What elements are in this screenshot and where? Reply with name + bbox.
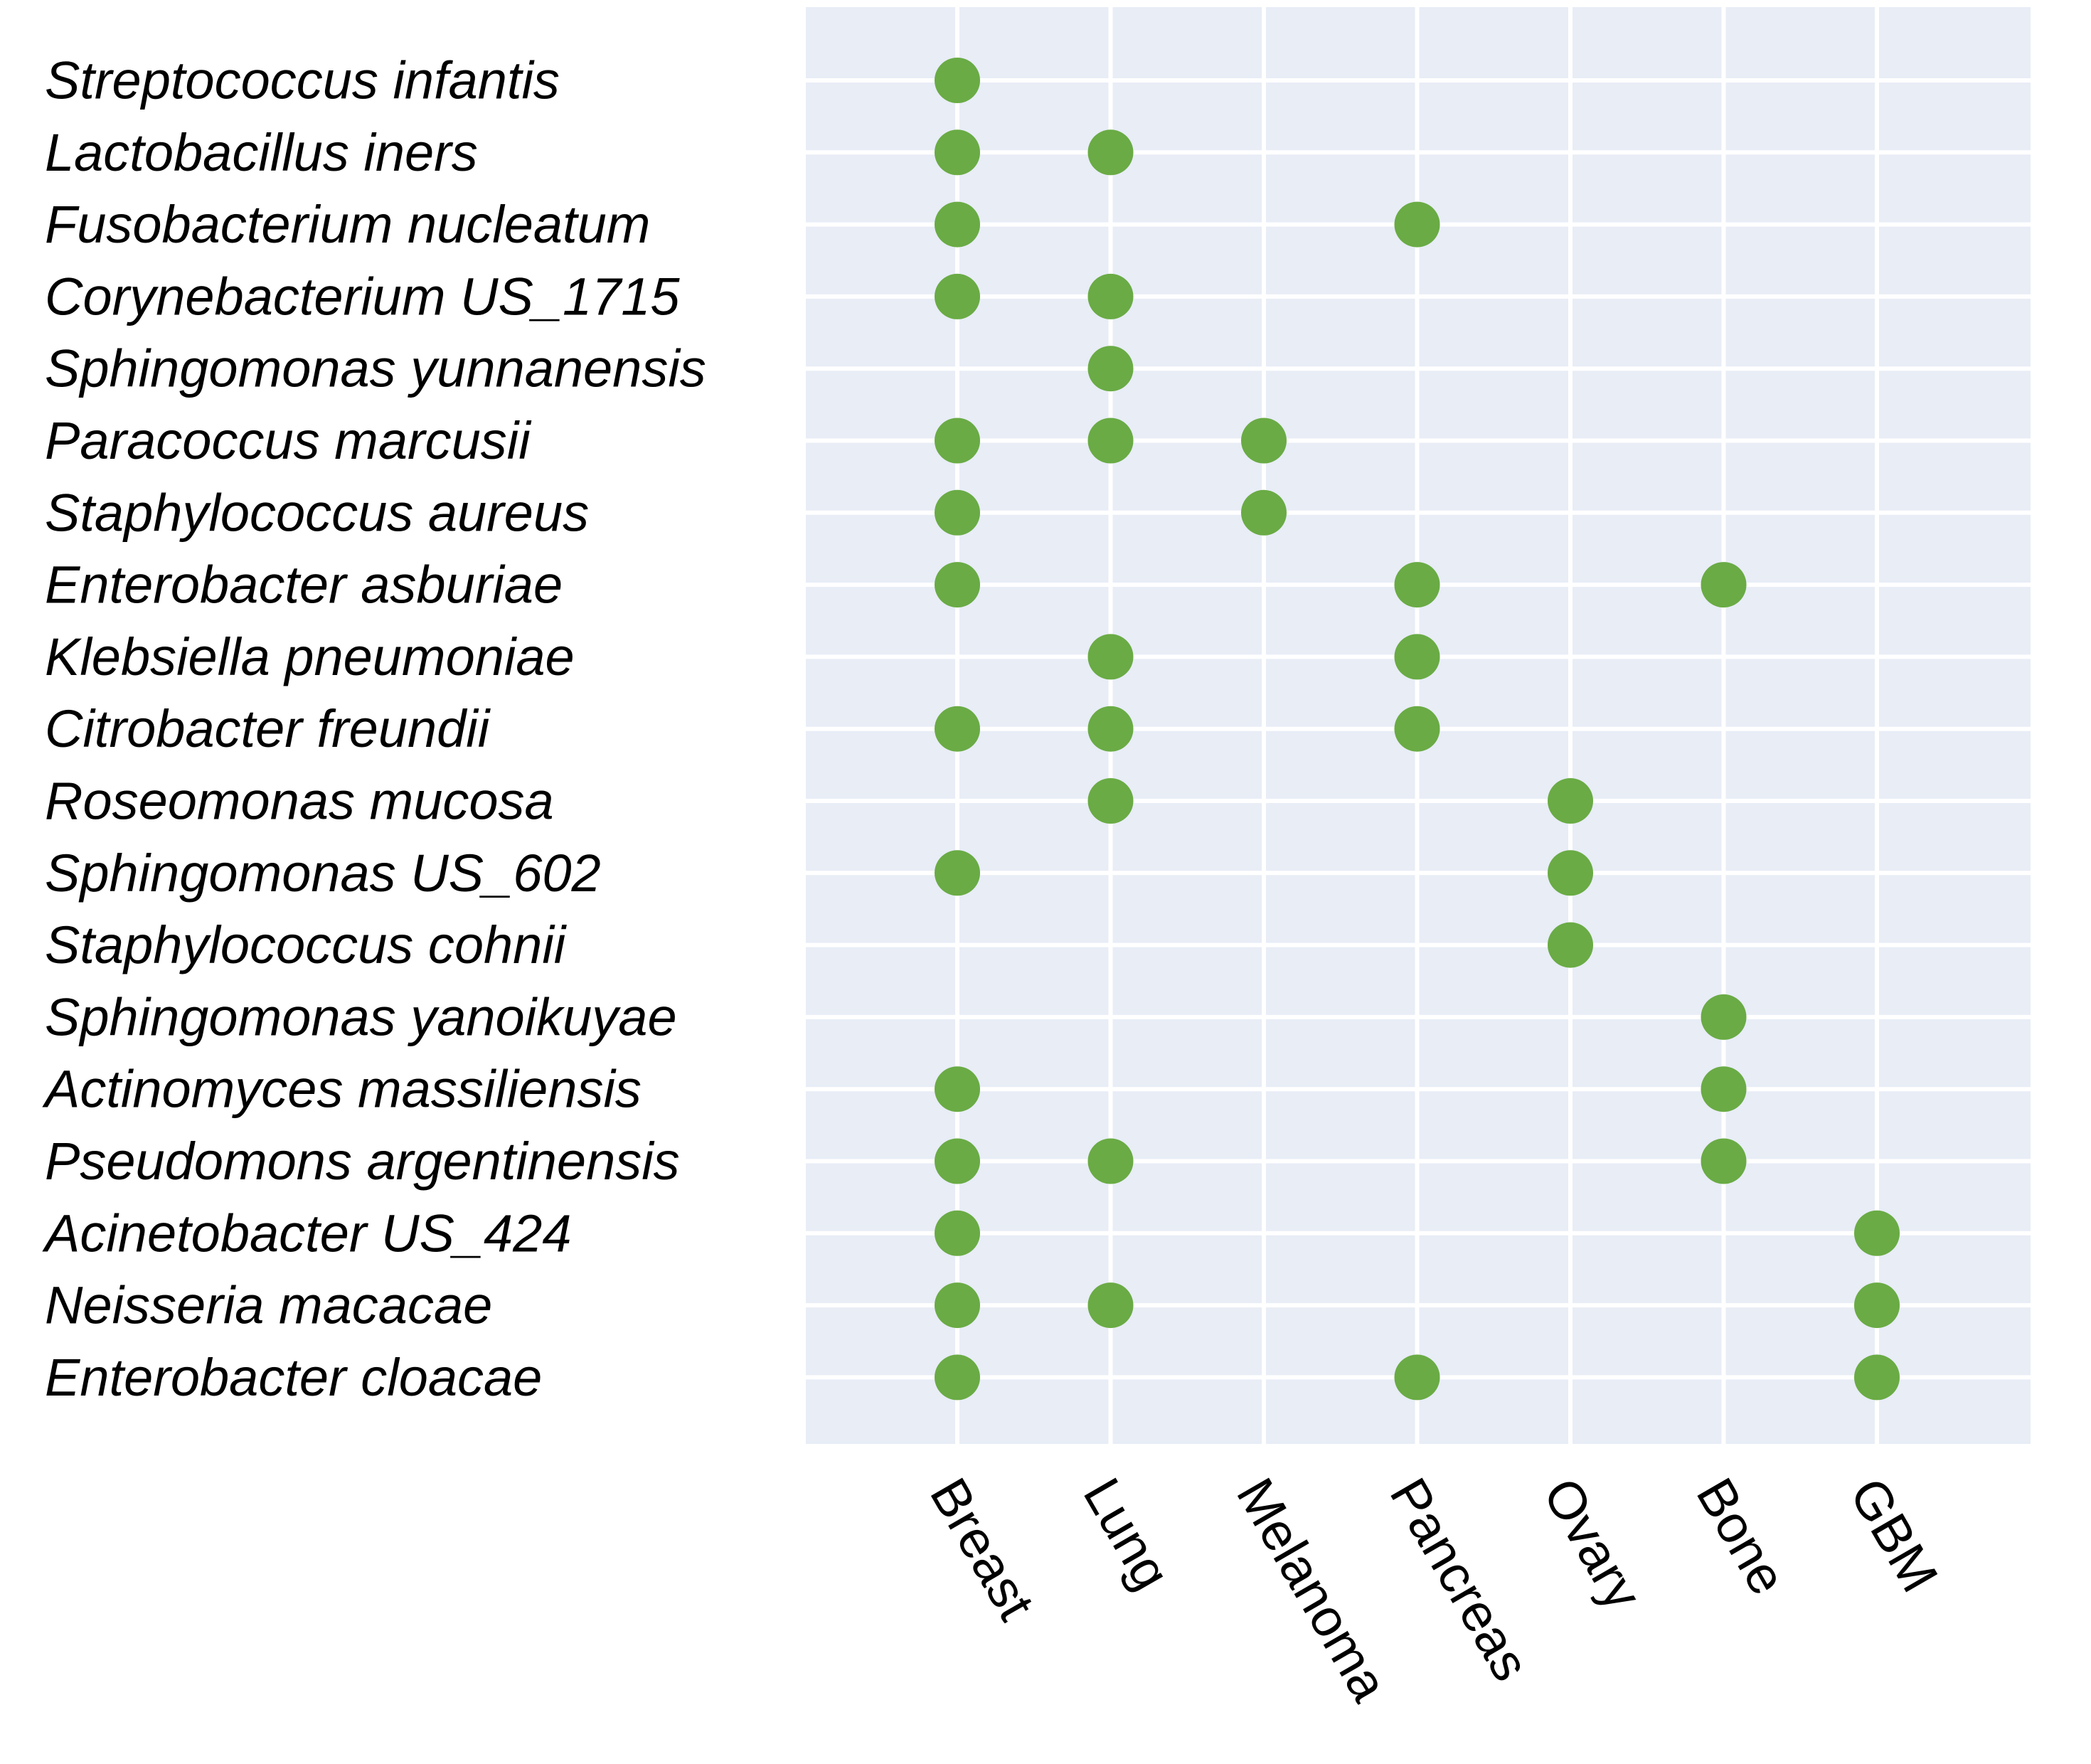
data-point [1701, 562, 1747, 608]
data-point [935, 1210, 980, 1256]
data-point [1854, 1354, 1900, 1401]
y-tick-label: Citrobacter freundii [45, 699, 491, 758]
data-point [1548, 778, 1593, 824]
data-point [935, 850, 980, 896]
y-tick-label: Neisseria macacae [45, 1276, 492, 1335]
data-points [935, 58, 1900, 1401]
data-point [935, 1282, 980, 1329]
data-point [1701, 994, 1747, 1040]
y-tick-label: Enterobacter asburiae [45, 556, 563, 615]
y-tick-label: Sphingomonas yanoikuyae [45, 987, 677, 1046]
data-point [1701, 1138, 1747, 1184]
y-tick-label: Roseomonas mucosa [45, 772, 554, 831]
y-tick-label: Staphylococcus cohnii [45, 915, 568, 974]
data-point [1241, 489, 1287, 536]
data-point [1087, 129, 1134, 176]
data-point [935, 129, 980, 176]
data-point [935, 418, 980, 464]
data-point [935, 201, 980, 248]
data-point [935, 58, 980, 103]
data-point [1087, 778, 1134, 824]
y-tick-label: Corynebacterium US_1715 [45, 267, 680, 326]
x-tick-label: Bone [1686, 1468, 1798, 1604]
data-point [1854, 1282, 1900, 1329]
x-tick-label: Ovary [1532, 1468, 1654, 1619]
data-point [1548, 922, 1593, 968]
y-tick-label: Streptococcus infantis [45, 51, 560, 110]
y-tick-label: Paracoccus marcusii [45, 411, 532, 470]
data-point [1854, 1210, 1900, 1256]
x-tick-label: Breast [919, 1468, 1046, 1630]
data-point [935, 1354, 980, 1401]
y-tick-label: Staphylococcus aureus [45, 483, 589, 542]
data-point [1087, 418, 1134, 464]
x-tick-label: Pancreas [1379, 1468, 1541, 1690]
data-point [935, 273, 980, 319]
y-tick-label: Pseudomons argentinensis [45, 1132, 680, 1191]
data-point [935, 489, 980, 536]
data-point [1548, 850, 1593, 896]
data-point [1394, 634, 1440, 680]
data-point [1087, 634, 1134, 680]
y-axis-tick-labels: Streptococcus infantis Lactobacillus iner… [42, 51, 706, 1407]
data-point [1701, 1066, 1747, 1112]
x-tick-label: Lung [1073, 1468, 1182, 1599]
y-tick-label: Fusobacterium nucleatum [45, 195, 650, 254]
data-point [935, 1138, 980, 1184]
data-point [1087, 273, 1134, 319]
y-tick-label: Actinomyces massiliensis [42, 1060, 642, 1119]
y-tick-label: Lactobacillus iners [45, 123, 478, 182]
data-point [1241, 418, 1287, 464]
data-point [1394, 1354, 1440, 1401]
data-point [1087, 346, 1134, 392]
x-tick-label: Melanoma [1225, 1468, 1400, 1711]
data-point [935, 706, 980, 752]
data-point [1394, 201, 1440, 248]
y-tick-label: Sphingomonas US_602 [45, 844, 601, 903]
data-point [1394, 562, 1440, 608]
y-tick-label: Sphingomonas yunnanensis [45, 339, 706, 398]
data-point [1394, 706, 1440, 752]
y-tick-label: Klebsiella pneumoniae [45, 627, 575, 686]
data-point [1087, 1282, 1134, 1329]
data-point [1087, 706, 1134, 752]
x-tick-label: GBM [1839, 1468, 1949, 1601]
data-point [935, 562, 980, 608]
data-point [935, 1066, 980, 1112]
y-tick-label: Acinetobacter US_424 [42, 1204, 571, 1263]
y-tick-label: Enterobacter cloacae [45, 1348, 542, 1407]
data-point [1087, 1138, 1134, 1184]
